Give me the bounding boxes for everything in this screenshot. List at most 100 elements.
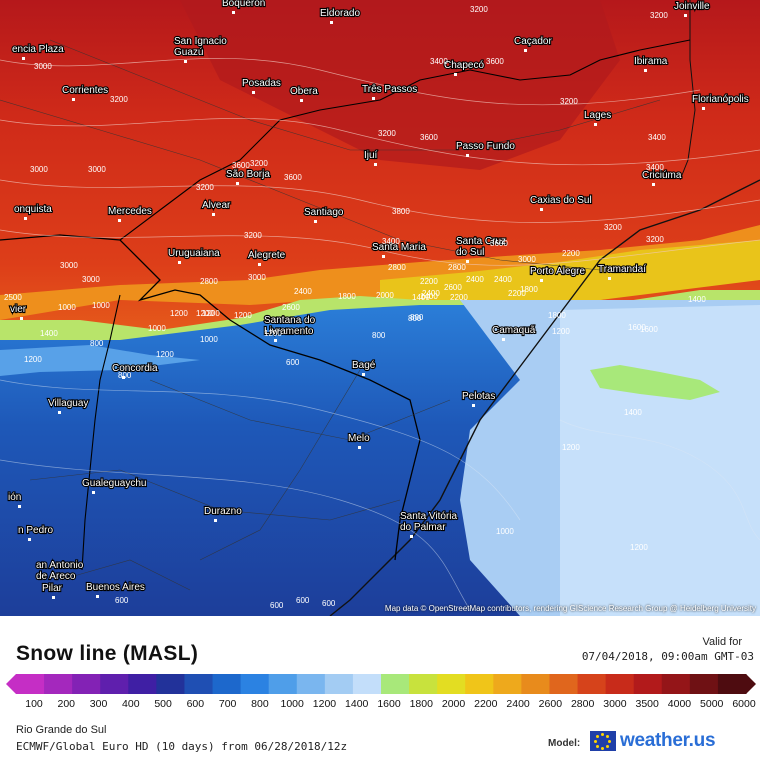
city-dot	[72, 98, 75, 101]
city-label: Villaguay	[48, 398, 88, 409]
city-label: Tramandaí	[598, 264, 646, 275]
city-dot	[644, 69, 647, 72]
city-label: Melo	[348, 433, 370, 444]
contour-value-label: 600	[286, 358, 300, 367]
snow-line-map[interactable]: Boqueron Eldorado Joinville San Ignacio Guaz…	[0, 0, 760, 616]
city-dot	[52, 596, 55, 599]
contour-value-label: 2000	[376, 291, 394, 300]
city-dot	[362, 373, 365, 376]
scale-tick-label: 500	[154, 698, 172, 710]
city-label: São Borja	[226, 169, 270, 180]
eu-flag-icon	[590, 731, 616, 751]
city-dot	[540, 208, 543, 211]
contour-value-label: 3400	[430, 57, 448, 66]
city-label: San Ignacio	[174, 36, 227, 47]
scale-tick-label: 2200	[474, 698, 498, 710]
contour-value-label: 3000	[60, 261, 78, 270]
roads	[0, 39, 661, 591]
city-label: Obera	[290, 86, 318, 97]
scale-swatch	[184, 674, 214, 694]
contour-value-label: 3000	[82, 275, 100, 284]
contour-value-label: 1000	[148, 324, 166, 333]
contour-value-label: 1200	[156, 350, 174, 359]
city-label: Lages	[584, 110, 611, 121]
scale-swatch	[156, 674, 185, 694]
contour-value-label: 1800	[338, 292, 356, 301]
scale-tick-label: 1600	[377, 698, 401, 710]
contour-value-label: 3200	[650, 11, 668, 20]
city-dot	[236, 182, 239, 185]
scale-swatch	[549, 674, 579, 694]
contour-value-label: 800	[90, 339, 104, 348]
city-label: Alvear	[202, 200, 231, 211]
city-label: Três Passos	[362, 84, 417, 95]
contour-value-label: 3600	[284, 173, 302, 182]
city-label: Pilar	[42, 583, 63, 594]
contour-value-label: 3200	[250, 159, 268, 168]
scale-tick-label: 6000	[732, 698, 756, 710]
contour-value-label: 800	[408, 314, 422, 323]
city-label: vier	[10, 304, 27, 315]
contour-value-label: 1400	[412, 293, 430, 302]
scale-swatch	[465, 674, 494, 694]
scale-swatch	[100, 674, 129, 694]
city-label: Corrientes	[62, 85, 108, 96]
yellow-band	[380, 240, 760, 300]
scale-swatch	[577, 674, 607, 694]
city-dot	[96, 595, 99, 598]
contour-value-label: 800	[118, 371, 132, 380]
city-dot	[274, 339, 277, 342]
scale-swatch	[409, 674, 438, 694]
contour-value-label: 3400	[646, 163, 664, 172]
region-label: Rio Grande do Sul	[16, 724, 107, 736]
model-label: Model:	[548, 738, 581, 749]
scale-tick-label: 1800	[409, 698, 433, 710]
contour-value-label: 3000	[30, 165, 48, 174]
contour-value-label: 2400	[466, 275, 484, 284]
city-dot	[92, 491, 95, 494]
contour-value-label: 1600	[628, 323, 646, 332]
contour-value-label: 1400	[688, 295, 706, 304]
city-label: Santiago	[304, 207, 344, 218]
city-label: Eldorado	[320, 8, 360, 19]
scale-tick-label: 2400	[506, 698, 530, 710]
city-label: Concordia	[112, 363, 158, 374]
contour-value-label: 1200	[24, 355, 42, 364]
city-dot	[184, 60, 187, 63]
scale-swatch	[689, 674, 719, 694]
contour-value-label: 1000	[92, 301, 110, 310]
city-label: Buenos Aires	[86, 582, 145, 593]
contour-value-label: 2800	[448, 263, 466, 272]
contours	[0, 58, 760, 266]
contours-cold	[0, 379, 760, 611]
city-label: ión	[8, 492, 21, 503]
scale-tick-label: 300	[89, 698, 108, 710]
scale-tick-label: 3000	[603, 698, 627, 710]
contour-value-label: 3200	[604, 223, 622, 232]
valid-label: Valid for	[702, 636, 742, 648]
contour-value-label: 1200	[630, 543, 648, 552]
scale-swatch	[381, 674, 410, 694]
contour-value-label: 3600	[232, 161, 250, 170]
contour-value-label: 3000	[88, 165, 106, 174]
scale-tick-label: 200	[57, 698, 76, 710]
city-label: Caçador	[514, 36, 552, 47]
contour-value-label: 3600	[420, 133, 438, 142]
contour-value-label: 3000	[34, 62, 52, 71]
contour-value-label: 600	[115, 596, 129, 605]
city-dot	[232, 11, 235, 14]
contour-value-label: 1200	[234, 311, 252, 320]
city-label: Pelotas	[462, 391, 495, 402]
contour-value-label: 3600	[486, 57, 504, 66]
contour-value-label: 3200	[470, 5, 488, 14]
brand-logo[interactable]: weather.us	[590, 730, 716, 752]
scale-tick-label: 5000	[700, 698, 724, 710]
scale-tick-label: 1000	[280, 698, 304, 710]
contour-value-label: 2200	[508, 289, 526, 298]
city-dot	[382, 255, 385, 258]
legend-panel: Snow line (MASL) Valid for 07/04/2018, 0…	[0, 616, 760, 760]
contour-value-label: 2400	[422, 289, 440, 298]
contour-value-label: 800	[372, 331, 386, 340]
city-dot	[524, 49, 527, 52]
scale-swatch	[212, 674, 242, 694]
